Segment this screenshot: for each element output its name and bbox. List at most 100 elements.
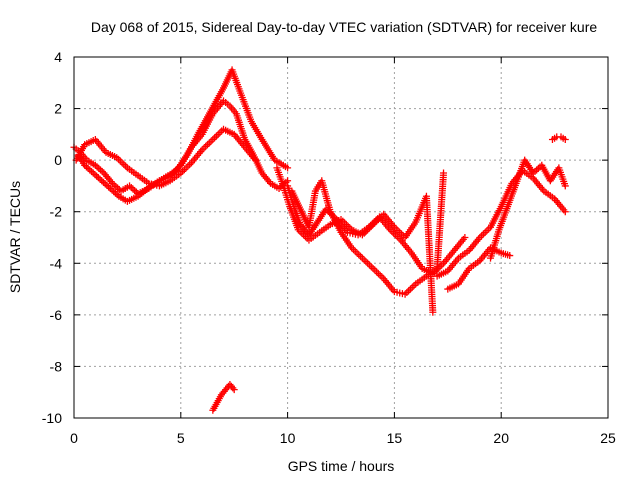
data-point xyxy=(495,248,503,256)
data-point xyxy=(311,189,319,197)
data-point xyxy=(96,175,104,183)
data-point xyxy=(186,160,194,168)
data-point xyxy=(210,101,218,109)
data-point xyxy=(385,224,393,232)
axis-ticks: 0 5 10 15 20 25 -10 -8 -6 -4 -2 0 2 4 xyxy=(42,49,616,446)
y-tick-label: -10 xyxy=(42,410,62,426)
data-point xyxy=(122,162,130,170)
data-point xyxy=(367,222,375,230)
data-point xyxy=(231,108,239,116)
data-point xyxy=(295,203,303,211)
data-point xyxy=(420,274,428,282)
data-point xyxy=(538,185,546,193)
data-point xyxy=(398,290,406,298)
data-point xyxy=(496,205,504,213)
data-point xyxy=(378,273,386,281)
data-point xyxy=(257,134,265,142)
chart-title: Day 068 of 2015, Sidereal Day-to-day VTE… xyxy=(91,19,597,35)
data-point xyxy=(548,193,556,201)
x-tick-label: 0 xyxy=(70,430,78,446)
data-point xyxy=(113,191,121,199)
data-point xyxy=(132,193,140,201)
data-point xyxy=(89,160,97,168)
data-point xyxy=(429,306,437,314)
data-point xyxy=(229,384,237,392)
data-point xyxy=(170,168,178,176)
data-point xyxy=(346,242,354,250)
y-axis-label: SDTVAR / TECUs xyxy=(7,181,23,293)
data-point xyxy=(197,148,205,156)
data-point xyxy=(212,400,220,408)
data-point xyxy=(389,286,397,294)
data-point xyxy=(367,263,375,271)
x-tick-label: 20 xyxy=(493,430,509,446)
data-point xyxy=(474,235,482,243)
data-point xyxy=(503,205,511,213)
data-point xyxy=(107,178,115,186)
data-point xyxy=(207,137,215,145)
data-point xyxy=(494,228,502,236)
y-tick-label: 0 xyxy=(54,152,62,168)
data-point xyxy=(335,216,343,224)
y-tick-label: -2 xyxy=(50,204,63,220)
data-point xyxy=(438,261,446,269)
data-points xyxy=(70,66,569,414)
data-point xyxy=(410,220,418,228)
y-tick-label: -6 xyxy=(50,307,63,323)
y-tick-label: 4 xyxy=(54,49,62,65)
data-point xyxy=(560,180,568,188)
data-point xyxy=(257,167,265,175)
data-point xyxy=(88,167,96,175)
data-point xyxy=(281,163,289,171)
data-point xyxy=(389,221,397,229)
y-tick-label: -4 xyxy=(50,255,63,271)
data-point xyxy=(439,171,447,179)
data-point xyxy=(463,248,471,256)
data-point xyxy=(395,234,403,242)
grid xyxy=(74,57,608,418)
x-tick-label: 10 xyxy=(280,430,296,446)
data-point xyxy=(182,153,190,161)
data-point xyxy=(294,224,302,232)
data-point xyxy=(236,87,244,95)
data-point xyxy=(285,200,293,208)
data-point xyxy=(527,173,535,181)
data-point xyxy=(250,154,258,162)
series-track-6 xyxy=(273,164,437,316)
data-point xyxy=(239,141,247,149)
data-point xyxy=(218,127,226,135)
data-point xyxy=(459,235,467,243)
data-point xyxy=(442,268,450,276)
data-point xyxy=(240,133,248,141)
x-tick-label: 5 xyxy=(177,430,185,446)
data-point xyxy=(559,134,567,142)
series-track-9 xyxy=(487,156,569,262)
data-point xyxy=(474,258,482,266)
data-point xyxy=(406,247,414,255)
data-point xyxy=(224,100,232,108)
data-point xyxy=(342,227,350,235)
data-point xyxy=(270,154,278,162)
data-point xyxy=(560,206,568,214)
series-track-8 xyxy=(444,244,514,293)
data-point xyxy=(326,206,334,214)
data-point xyxy=(485,225,493,233)
data-point xyxy=(79,159,87,167)
x-axis-label: GPS time / hours xyxy=(288,458,395,474)
data-point xyxy=(101,147,109,155)
data-point xyxy=(279,180,287,188)
data-point xyxy=(346,224,354,232)
data-point xyxy=(132,170,140,178)
data-point xyxy=(89,137,97,145)
data-point xyxy=(218,86,226,94)
data-point xyxy=(511,181,519,189)
data-point xyxy=(357,252,365,260)
data-point xyxy=(105,183,113,191)
data-point xyxy=(111,153,119,161)
data-point xyxy=(356,230,364,238)
series-track-7 xyxy=(433,166,569,280)
data-point xyxy=(216,393,224,401)
x-tick-label: 15 xyxy=(387,430,403,446)
data-point xyxy=(164,178,172,186)
